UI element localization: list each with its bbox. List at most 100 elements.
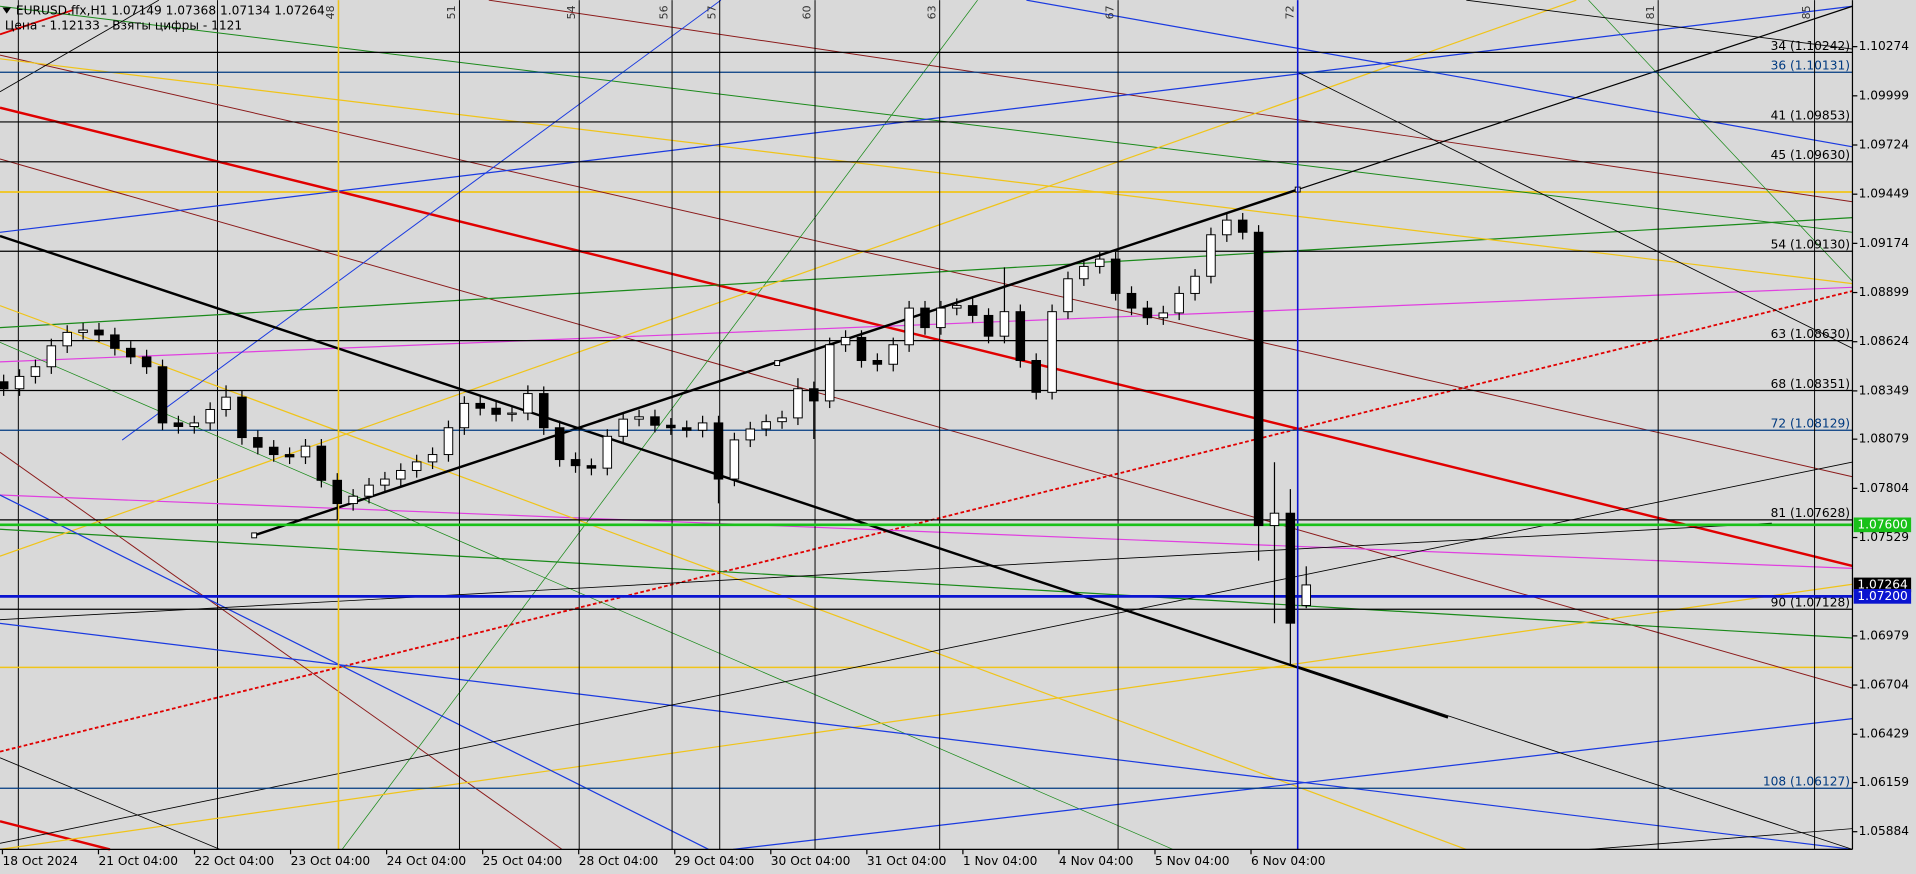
level-label: 90 (1.07128) — [1771, 596, 1850, 610]
red-line — [0, 820, 111, 851]
candle-body — [0, 381, 9, 390]
candle-body — [983, 314, 994, 337]
x-tick-label: 22 Oct 04:00 — [195, 854, 275, 868]
candle-body — [1253, 231, 1264, 527]
x-tick-label: 30 Oct 04:00 — [771, 854, 851, 868]
candle-body — [30, 366, 41, 377]
candle-body — [268, 446, 279, 456]
vertical-line-label: 57 — [705, 5, 718, 19]
vertical-line-label: 67 — [1104, 5, 1117, 19]
candle-body — [78, 329, 88, 333]
y-tick-label: 1.08079 — [1859, 432, 1909, 446]
trend-line — [1297, 5, 1853, 191]
y-tick-label: 1.06429 — [1859, 727, 1909, 741]
black-line — [1297, 665, 1853, 850]
candle-body — [62, 331, 72, 347]
level-label: 34 (1.10242) — [1771, 39, 1850, 53]
candle-body — [491, 407, 501, 415]
y-tick-label: 1.09724 — [1859, 138, 1910, 152]
x-tick-label: 25 Oct 04:00 — [483, 854, 563, 868]
candle-body — [538, 393, 549, 429]
candle-body — [697, 422, 708, 431]
candle-body — [507, 412, 517, 415]
chart-title: EURUSD.ffx,H1 1.07149 1.07368 1.07134 1.… — [16, 4, 325, 18]
darkred-line — [0, 158, 1853, 689]
magenta-line — [0, 494, 1853, 569]
candle-body — [1094, 258, 1105, 267]
blue-line — [121, 0, 722, 441]
candle-body — [570, 459, 581, 467]
price-markers — [0, 523, 1853, 598]
candle-body — [110, 334, 120, 349]
candle-body — [1063, 278, 1073, 313]
candle-body — [904, 307, 914, 346]
candle-body — [1174, 292, 1184, 314]
anchor-point — [774, 360, 781, 367]
y-tick-label: 1.09449 — [1859, 187, 1909, 201]
candle-body — [618, 418, 628, 437]
candle-body — [729, 439, 740, 480]
candle-body — [1237, 219, 1248, 233]
candle-body — [316, 445, 327, 481]
candle-body — [650, 416, 660, 426]
candle-body — [681, 427, 692, 431]
level-label: 36 (1.10131) — [1771, 59, 1850, 73]
candle-body — [888, 344, 899, 365]
candle-body — [459, 402, 470, 429]
blue-line — [0, 494, 709, 850]
candle-body — [554, 427, 565, 461]
vertical-line-label: 72 — [1283, 5, 1296, 19]
green-line — [1588, 0, 1853, 282]
level-label: 68 (1.08351) — [1771, 377, 1850, 391]
darkred-line — [0, 54, 1853, 478]
candle-body — [475, 402, 485, 409]
candle-body — [14, 375, 25, 390]
candle-body — [300, 445, 311, 458]
candle-body — [1285, 512, 1296, 624]
price-badge-label: 1.07264 — [1857, 577, 1908, 591]
vertical-line-label: 60 — [801, 5, 814, 19]
candle-body — [1110, 258, 1121, 294]
candle-body — [824, 344, 835, 402]
y-tick-label: 1.08624 — [1859, 334, 1910, 348]
candle-body — [1031, 360, 1041, 393]
candle-body — [141, 356, 152, 368]
candle-body — [396, 469, 406, 480]
candle-body — [332, 479, 343, 505]
candle-body — [205, 409, 215, 424]
candle-body — [920, 307, 930, 329]
y-tick-label: 1.06159 — [1859, 775, 1909, 789]
level-label: 108 (1.06127) — [1763, 775, 1850, 789]
price-badge-label: 1.07200 — [1857, 589, 1907, 603]
x-tick-label: 1 Nov 04:00 — [963, 854, 1038, 868]
level-label: 45 (1.09630) — [1771, 148, 1850, 162]
green-line — [341, 0, 978, 850]
black-line — [1466, 0, 1853, 50]
candle-body — [793, 388, 803, 419]
candle-body — [761, 421, 771, 430]
trend-line — [0, 234, 1449, 719]
x-tick-label: 29 Oct 04:00 — [675, 854, 755, 868]
candle-body — [523, 393, 533, 414]
yellow-line — [0, 58, 1853, 285]
level-label: 63 (1.08630) — [1771, 327, 1850, 341]
yellow-line — [0, 0, 1577, 557]
y-tick-label: 1.06704 — [1859, 678, 1910, 692]
x-tick-label: 28 Oct 04:00 — [579, 854, 659, 868]
candles — [0, 212, 1312, 666]
price-badge — [1853, 517, 1912, 533]
vertical-lines: 48 51 54 56 57 60 63 67 72 81 85 — [324, 0, 1816, 850]
levels: 34 (1.10242) 36 (1.10131) 41 (1.09853) 45 (… — [0, 39, 1853, 789]
candle-body — [380, 478, 390, 486]
x-tick-label: 21 Oct 04:00 — [98, 854, 178, 868]
yellow-line — [0, 583, 1853, 851]
candle-body — [125, 347, 136, 358]
green-line — [0, 528, 1853, 639]
menu-icon — [2, 7, 11, 14]
price-badge — [1853, 589, 1912, 604]
candle-body — [1047, 311, 1057, 393]
candle-body — [364, 484, 374, 497]
x-tick-label: 4 Nov 04:00 — [1059, 854, 1134, 868]
